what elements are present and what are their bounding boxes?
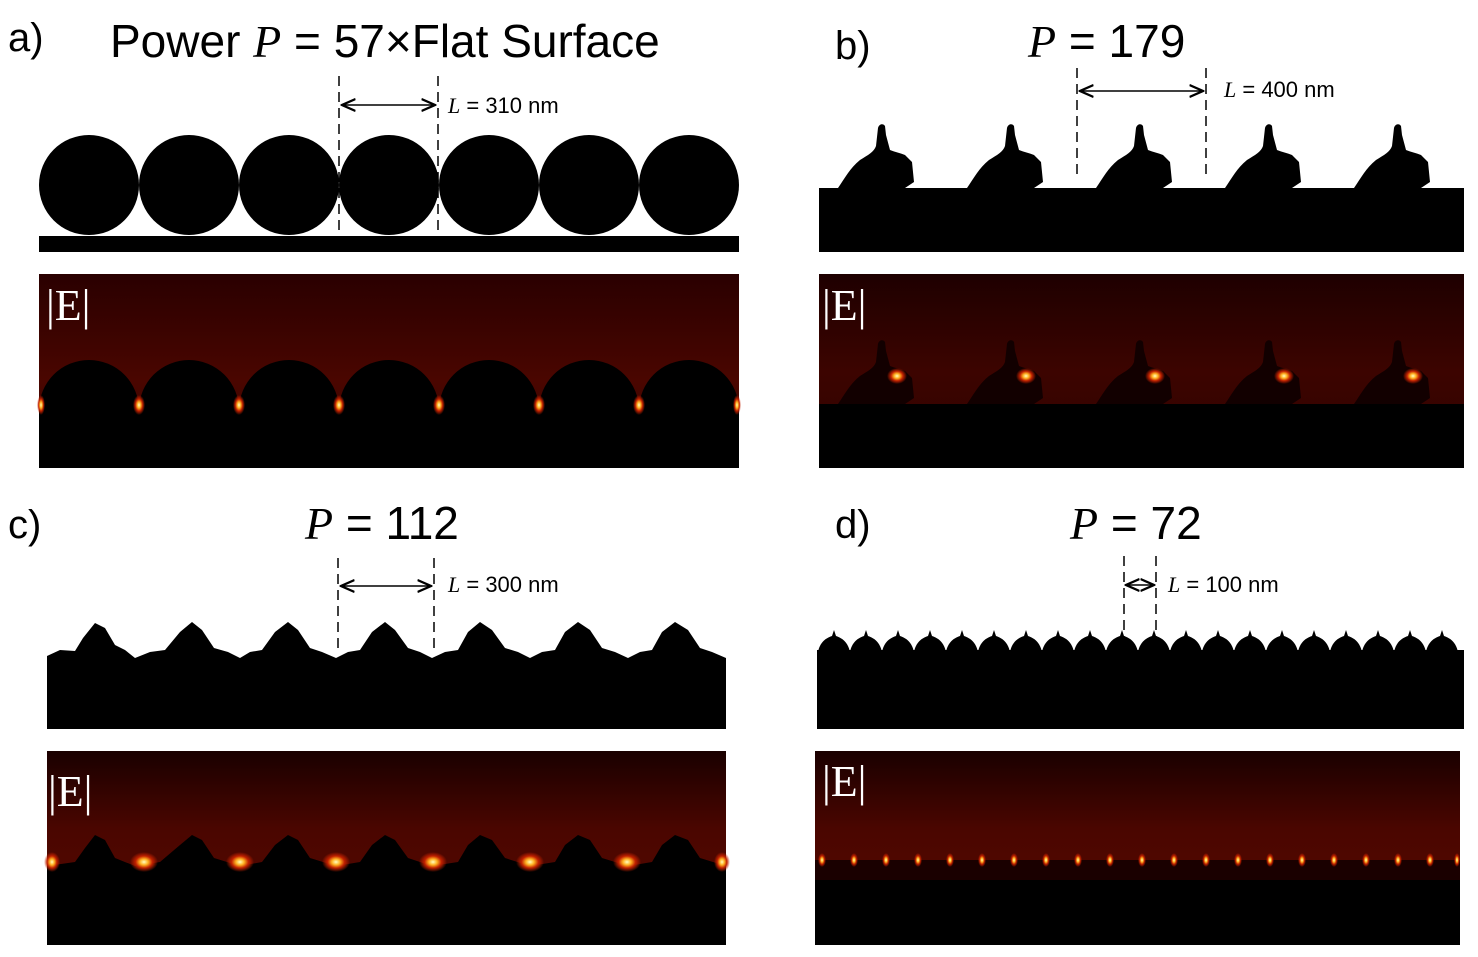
panel-d-period-value: = 100 nm xyxy=(1180,572,1279,597)
panel-c-structure xyxy=(47,558,726,729)
panel-d-title: P = 72 xyxy=(1070,500,1202,547)
panel-b-field-map xyxy=(819,274,1464,468)
panel-d-period-var: L xyxy=(1168,572,1181,597)
panel-d-structure xyxy=(817,556,1464,729)
panel-d-field-label: |E| xyxy=(822,757,867,806)
panel-a-title: Power P = 57×Flat Surface xyxy=(110,18,660,65)
panel-b-title-var: P xyxy=(1028,16,1057,67)
panel-c-field-map xyxy=(44,751,730,945)
panel-d-label: d) xyxy=(835,503,871,547)
panel-c-period-label: L = 300 nm xyxy=(448,574,559,596)
panel-b-field-label: |E| xyxy=(822,281,867,330)
panel-c-period-value: = 300 nm xyxy=(460,572,559,597)
panel-b-label: b) xyxy=(835,24,871,68)
panel-c-title-var: P xyxy=(305,498,334,549)
panel-c-label: c) xyxy=(8,503,42,547)
panel-a-title-prefix: Power xyxy=(110,15,254,67)
panel-d-period-label: L = 100 nm xyxy=(1168,574,1279,596)
panel-a-structure xyxy=(39,76,739,252)
panel-a-label: a) xyxy=(8,16,44,60)
panel-d-title-var: P xyxy=(1070,498,1099,549)
panel-a-period-value: = 310 nm xyxy=(460,93,559,118)
panel-c-field-label: |E| xyxy=(48,767,93,816)
panel-a-period-var: L xyxy=(448,93,461,118)
panel-b-title-rest: = 179 xyxy=(1056,15,1186,67)
panel-b-period-var: L xyxy=(1224,77,1237,102)
panel-d-field-map xyxy=(815,751,1460,945)
panel-a-field-map xyxy=(37,274,741,468)
panel-a-title-rest: = 57×Flat Surface xyxy=(281,15,660,67)
panel-a-title-var: P xyxy=(253,16,282,67)
panel-b-period-value: = 400 nm xyxy=(1236,77,1335,102)
panel-b-period-label: L = 400 nm xyxy=(1224,79,1335,101)
panel-b-structure xyxy=(819,68,1464,252)
panel-d-title-rest: = 72 xyxy=(1098,497,1202,549)
panel-c-title: P = 112 xyxy=(305,500,459,547)
panel-b-title: P = 179 xyxy=(1028,18,1185,65)
panel-c-title-rest: = 112 xyxy=(333,497,459,549)
panel-c-period-var: L xyxy=(448,572,461,597)
panel-a-field-label: |E| xyxy=(46,281,91,330)
panel-a-period-label: L = 310 nm xyxy=(448,95,559,117)
